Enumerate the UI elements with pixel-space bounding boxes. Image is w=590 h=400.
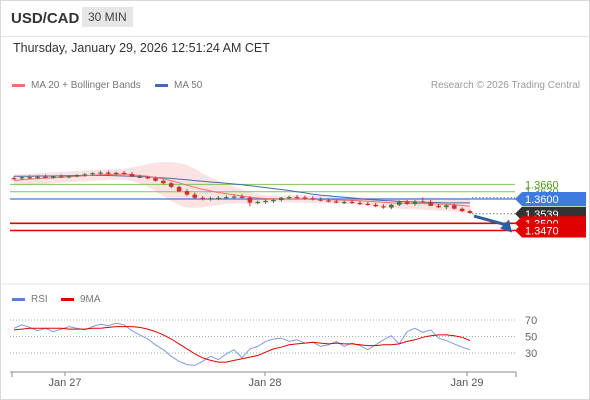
legend-rsi: RSI: [12, 294, 48, 305]
candle-body: [349, 201, 355, 204]
timestamp: Thursday, January 29, 2026 12:51:24 AM C…: [13, 41, 270, 55]
candle-body: [153, 178, 158, 181]
candle-body: [459, 208, 465, 212]
rsi-tick-label: 50: [525, 332, 537, 344]
candle-body: [467, 211, 473, 213]
projection-arrow: [473, 214, 506, 226]
candle-body: [365, 203, 371, 205]
candle-body: [396, 201, 402, 205]
candle-body: [161, 180, 166, 184]
candle-body: [302, 197, 308, 199]
candle-body: [121, 172, 127, 174]
candle-body: [334, 201, 339, 203]
candle-body: [168, 183, 174, 187]
ma9-swatch: [61, 297, 74, 301]
candle-body: [216, 197, 221, 199]
candle-body: [286, 197, 292, 199]
candle-body: [412, 201, 418, 204]
candle-body: [27, 177, 32, 179]
candle-body: [428, 201, 433, 206]
candle-body: [263, 200, 268, 203]
candle-body: [43, 176, 48, 178]
ma50-swatch: [155, 83, 168, 87]
legend-ma20-label: MA 20 + Bollinger Bands: [31, 80, 141, 91]
candle-body: [184, 191, 190, 195]
candle-body: [90, 173, 95, 175]
candle-body: [436, 205, 441, 208]
candle-body: [373, 204, 378, 207]
research-credit: Research © 2026 Trading Central: [430, 80, 580, 91]
candle-body: [420, 201, 426, 203]
candle-body: [310, 198, 316, 200]
candle-body: [176, 186, 182, 192]
level-label-pivot: 1.3600: [525, 194, 559, 206]
rsi-tick-label: 70: [525, 315, 537, 327]
candle-body: [200, 197, 205, 199]
candle-body: [82, 174, 88, 176]
candle-body: [318, 199, 323, 201]
candle-body: [19, 177, 25, 179]
legend-9ma: 9MA: [61, 294, 101, 305]
candle-body: [294, 197, 300, 199]
candle-body: [279, 197, 284, 200]
x-tick-label: Jan 28: [248, 377, 281, 389]
legend-ma50: MA 50: [155, 80, 202, 91]
arrow-head: [500, 219, 512, 233]
candle-body: [137, 176, 143, 178]
candle-body: [247, 197, 253, 203]
candle-body: [98, 172, 103, 174]
candle-body: [66, 176, 72, 178]
candle-body: [389, 204, 394, 208]
candle-body: [58, 176, 64, 178]
legend-ma20: MA 20 + Bollinger Bands: [12, 80, 141, 91]
legend-9ma-label: 9MA: [80, 294, 101, 305]
x-tick-label: Jan 29: [450, 377, 483, 389]
candle-body: [404, 201, 410, 204]
candle-body: [444, 205, 449, 208]
candle-body: [113, 172, 119, 174]
rsi-ma9-line: [13, 326, 471, 363]
timeframe-badge[interactable]: 30 MIN: [82, 7, 133, 27]
rsi-line: [13, 322, 471, 366]
candle-body: [51, 176, 56, 178]
candle-body: [192, 194, 198, 198]
legend-ma50-label: MA 50: [174, 80, 203, 91]
legend-rsi-label: RSI: [31, 294, 48, 305]
candle-body: [239, 196, 245, 198]
candle-body: [106, 172, 111, 174]
level-label-resistance: 1.3660: [525, 179, 559, 191]
candle-body: [74, 175, 80, 177]
chart-header: USD/CAD 30 MIN: [0, 0, 590, 37]
level-tag-pivot: [515, 192, 586, 206]
candle-body: [35, 176, 40, 178]
rsi-swatch: [12, 297, 25, 301]
candle-body: [271, 200, 276, 202]
candle-body: [326, 200, 331, 202]
level-tag-support: [515, 223, 586, 238]
rsi-tick-label: 30: [525, 348, 537, 360]
candle-body: [357, 202, 363, 205]
candle-body: [129, 174, 135, 177]
candle-body: [11, 178, 17, 180]
candle-body: [452, 205, 457, 209]
ma20-swatch: [12, 83, 25, 87]
candle-body: [145, 177, 150, 179]
candle-body: [231, 196, 237, 198]
candle-body: [341, 201, 347, 204]
candle-body: [208, 198, 213, 200]
x-tick-label: Jan 27: [48, 377, 81, 389]
symbol-title: USD/CAD: [11, 10, 80, 27]
candle-body: [224, 197, 229, 199]
candle-body: [255, 201, 260, 204]
bollinger-band: [14, 162, 470, 214]
candle-body: [381, 206, 386, 208]
level-label-support: 1.3470: [525, 226, 559, 238]
